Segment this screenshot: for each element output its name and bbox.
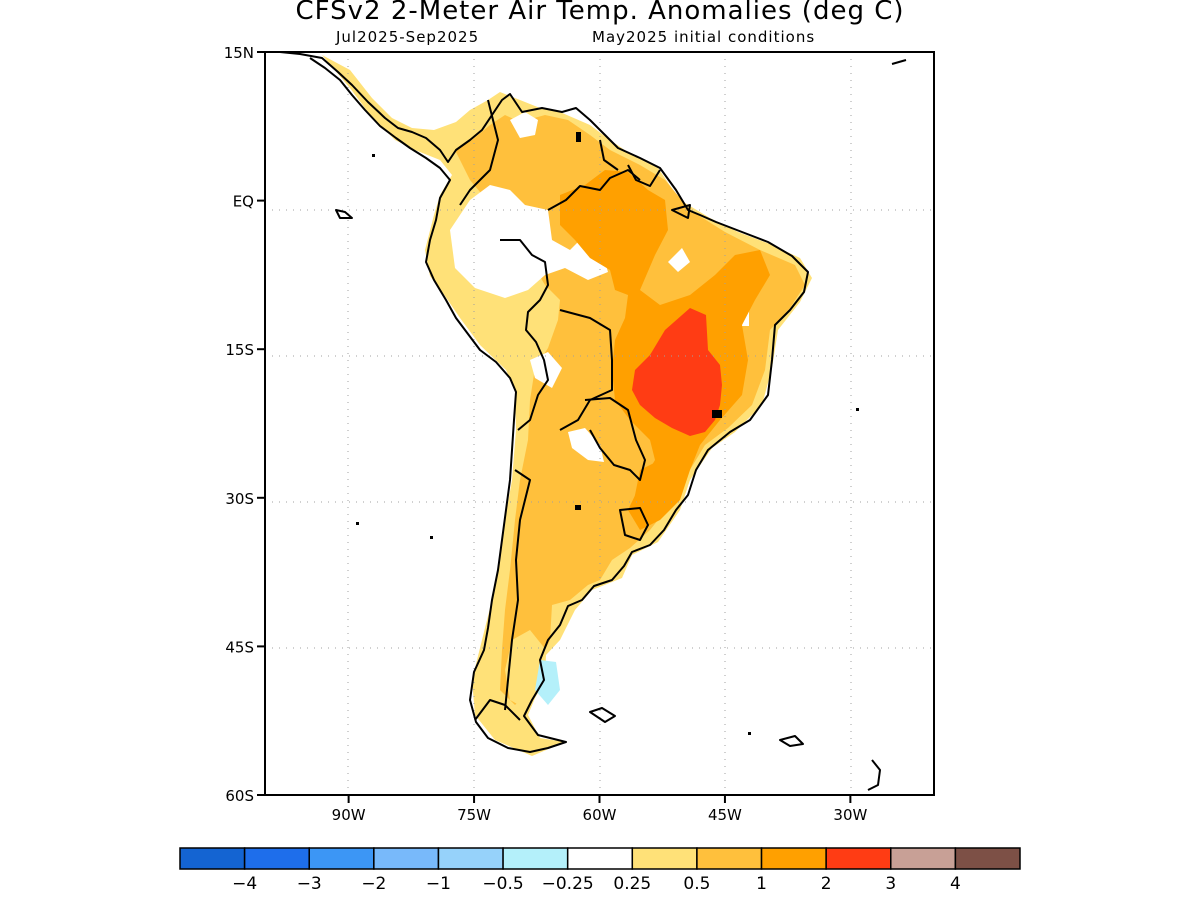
- anomaly-fill-white-north: [510, 112, 538, 138]
- colorbar-label: −3: [297, 874, 322, 894]
- colorbar-swatch: [825, 847, 892, 870]
- lat-tick-label: 60S: [225, 787, 254, 805]
- lat-tick-label: 15N: [224, 44, 254, 62]
- lat-tick-label: 30S: [225, 490, 254, 508]
- lat-tick-label: EQ: [233, 193, 254, 211]
- latitude-axis: 15N EQ 15S 30S 45S 60S: [224, 44, 265, 805]
- lon-tick-label: 90W: [332, 806, 366, 824]
- anomaly-fill-white-ne: [668, 248, 690, 272]
- colorbar-label: 2: [821, 874, 832, 894]
- colorbar-label: 3: [885, 874, 896, 894]
- colorbar: −4 −3 −2 −1 −0.5 −0.25 0.25 0.5 1 2 3 4: [179, 847, 1021, 894]
- season-label: Jul2025-Sep2025: [336, 28, 480, 46]
- island-specks: [356, 132, 859, 735]
- initial-conditions-label: May2025 initial conditions: [592, 28, 816, 46]
- grid-lines: [265, 52, 934, 795]
- anomaly-fill-red: [632, 308, 722, 436]
- colorbar-swatch: [373, 847, 440, 870]
- colorbar-swatch: [760, 847, 827, 870]
- colorbar-label: 4: [950, 874, 961, 894]
- colorbar-label: −0.25: [542, 874, 594, 894]
- colorbar-label: −2: [361, 874, 386, 894]
- lon-tick-label: 45W: [708, 806, 742, 824]
- colorbar-swatch: [631, 847, 698, 870]
- colorbar-swatch: [954, 847, 1021, 870]
- colorbar-swatch: [179, 847, 246, 870]
- colorbar-swatch: [696, 847, 763, 870]
- colorbar-label: 0.25: [613, 874, 651, 894]
- colorbar-swatch: [243, 847, 310, 870]
- lat-tick-label: 15S: [225, 341, 254, 359]
- longitude-axis: 90W 75W 60W 45W 30W: [332, 795, 868, 824]
- colorbar-label: 0.5: [683, 874, 710, 894]
- lon-tick-label: 60W: [583, 806, 617, 824]
- colorbar-swatch: [890, 847, 957, 870]
- colorbar-swatch: [437, 847, 504, 870]
- lon-tick-label: 75W: [457, 806, 491, 824]
- colorbar-swatch: [566, 847, 634, 870]
- colorbar-swatch: [502, 847, 569, 870]
- colorbar-label: −1: [426, 874, 451, 894]
- colorbar-label: −4: [232, 874, 257, 894]
- lat-tick-label: 45S: [225, 638, 254, 656]
- anomaly-fill-white-paraguay: [568, 428, 604, 462]
- lon-tick-label: 30W: [833, 806, 867, 824]
- colorbar-label: 1: [756, 874, 767, 894]
- anomaly-fill-white-amazon: [450, 185, 608, 298]
- colorbar-swatch: [308, 847, 375, 870]
- colorbar-label: −0.5: [482, 874, 523, 894]
- map-title: CFSv2 2-Meter Air Temp. Anomalies (deg C…: [295, 0, 905, 26]
- coastlines: [279, 52, 907, 791]
